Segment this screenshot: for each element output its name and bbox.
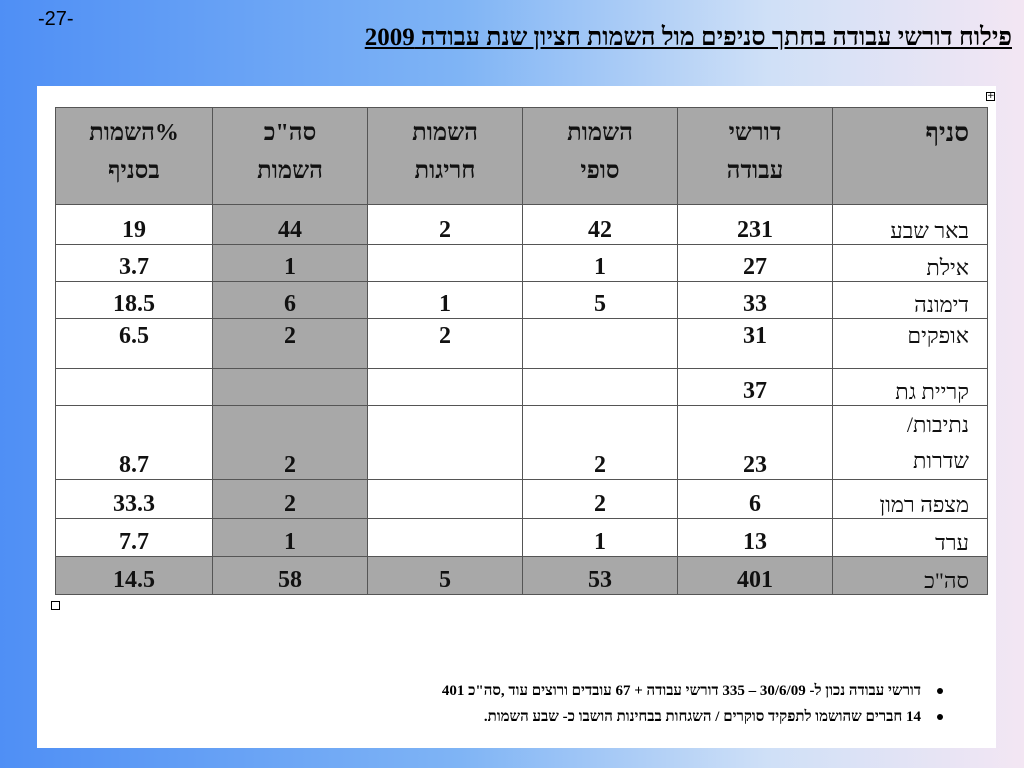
cell-exceptional: 2 (367, 318, 523, 369)
cell-seekers: 13 (677, 518, 833, 557)
cell-seekers: 31 (677, 318, 833, 369)
cell-branch: באר שבע (832, 204, 988, 245)
cell-pct: 6.5 (55, 318, 213, 369)
cell-total: 1 (212, 244, 368, 282)
table-row: דימונה 33 5 1 6 18.5 (55, 281, 988, 319)
cell-final: 2 (522, 479, 678, 519)
cell-seekers: 401 (677, 556, 833, 595)
table-row: נתיבות/שדרות 23 2 2 8.7 (55, 405, 988, 480)
page-number: -27- (38, 8, 74, 30)
cell-final (522, 368, 678, 406)
cell-branch: מצפה רמון (832, 479, 988, 519)
cell-final: 1 (522, 244, 678, 282)
cell-final: 5 (522, 281, 678, 319)
table-move-handle[interactable]: + (986, 91, 995, 101)
cell-pct (55, 368, 213, 406)
cell-seekers: 37 (677, 368, 833, 406)
cell-pct: 3.7 (55, 244, 213, 282)
cell-seekers: 23 (677, 405, 833, 480)
cell-branch: קריית גת (832, 368, 988, 406)
table-row: אילת 27 1 1 3.7 (55, 244, 988, 282)
cell-final: 42 (522, 204, 678, 245)
cell-exceptional: 2 (367, 204, 523, 245)
cell-total: 2 (212, 479, 368, 519)
header-placement-percent: %השמות בסניף (55, 107, 213, 205)
cell-pct: 8.7 (55, 405, 213, 480)
table-row: קריית גת 37 (55, 368, 988, 406)
cell-pct: 19 (55, 204, 213, 245)
cell-branch: נתיבות/שדרות (832, 405, 988, 480)
note-item: דורשי עבודה נכון ל- 30/6/09 – 335 דורשי … (169, 680, 949, 706)
cell-final: 1 (522, 518, 678, 557)
cell-pct: 7.7 (55, 518, 213, 557)
cell-branch: סה"כ (832, 556, 988, 595)
cell-exceptional (367, 244, 523, 282)
cell-total: 58 (212, 556, 368, 595)
table-resize-handle[interactable] (51, 601, 60, 610)
table-row: ערד 13 1 1 7.7 (55, 518, 988, 557)
cell-branch: אילת (832, 244, 988, 282)
cell-total: 2 (212, 318, 368, 369)
table-row: מצפה רמון 6 2 2 33.3 (55, 479, 988, 519)
cell-pct: 33.3 (55, 479, 213, 519)
cell-exceptional (367, 518, 523, 557)
cell-branch: ערד (832, 518, 988, 557)
cell-exceptional: 5 (367, 556, 523, 595)
cell-exceptional (367, 405, 523, 480)
cell-exceptional: 1 (367, 281, 523, 319)
header-total-placements: סה"כ השמות (212, 107, 368, 205)
cell-final: 2 (522, 405, 678, 480)
cell-pct: 14.5 (55, 556, 213, 595)
cell-exceptional (367, 479, 523, 519)
cell-branch: דימונה (832, 281, 988, 319)
cell-total: 2 (212, 405, 368, 480)
cell-final: 53 (522, 556, 678, 595)
cell-seekers: 33 (677, 281, 833, 319)
placements-table: סניף דורשי עבודה השמות סופי השמות חריגות סה… (55, 107, 988, 595)
header-branch: סניף (832, 107, 988, 205)
cell-total: 1 (212, 518, 368, 557)
cell-total: 6 (212, 281, 368, 319)
cell-seekers: 27 (677, 244, 833, 282)
cell-branch: אופקים (832, 318, 988, 369)
notes-list: דורשי עבודה נכון ל- 30/6/09 – 335 דורשי … (169, 680, 949, 732)
note-item: 14 חברים שהושמו לתפקיד סוקרים / השגחות ב… (169, 706, 949, 732)
cell-total: 44 (212, 204, 368, 245)
table-header-row: סניף דורשי עבודה השמות סופי השמות חריגות סה… (55, 107, 988, 205)
page-title: פילוח דורשי עבודה בחתך סניפים מול השמות … (364, 24, 1012, 51)
header-final-placements: השמות סופי (522, 107, 678, 205)
cell-seekers: 6 (677, 479, 833, 519)
cell-exceptional (367, 368, 523, 406)
table-row: באר שבע 231 42 2 44 19 (55, 204, 988, 245)
cell-total (212, 368, 368, 406)
header-exceptional-placements: השמות חריגות (367, 107, 523, 205)
table-row: אופקים 31 2 2 6.5 (55, 318, 988, 369)
table-total-row: סה"כ 401 53 5 58 14.5 (55, 556, 988, 595)
header-job-seekers: דורשי עבודה (677, 107, 833, 205)
cell-final (522, 318, 678, 369)
cell-pct: 18.5 (55, 281, 213, 319)
cell-seekers: 231 (677, 204, 833, 245)
